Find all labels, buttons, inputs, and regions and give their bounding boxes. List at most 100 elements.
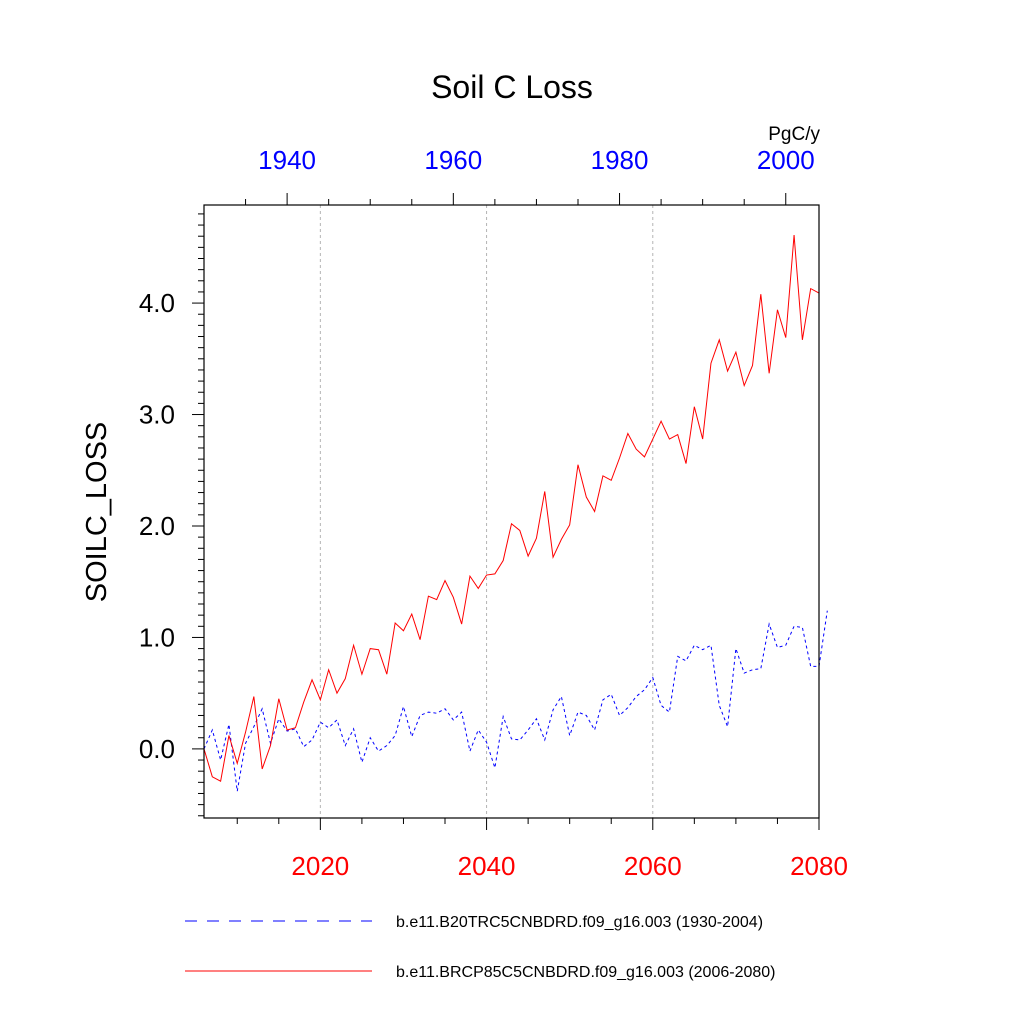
data-point-rcp85-2036: [453, 597, 454, 598]
data-point-rcp85-2072: [752, 365, 753, 366]
data-point-rcp85-2045: [528, 555, 529, 556]
data-point-rcp85-2041: [494, 573, 495, 574]
data-point-historical-1999: [777, 647, 778, 648]
data-point-rcp85-2062: [669, 438, 670, 439]
data-point-rcp85-2044: [519, 530, 520, 531]
y-tick-label: 0.0: [139, 734, 175, 764]
data-point-historical-1962: [469, 751, 470, 752]
data-point-historical-1979: [611, 694, 612, 695]
data-point-rcp85-2053: [594, 511, 595, 512]
data-point-historical-2002: [802, 627, 803, 628]
data-point-rcp85-2066: [702, 438, 703, 439]
data-point-historical-1961: [461, 712, 462, 713]
data-point-historical-1970: [536, 718, 537, 719]
data-point-rcp85-2078: [802, 339, 803, 340]
data-point-historical-1966: [503, 716, 504, 717]
y-tick-label: 3.0: [139, 400, 175, 430]
vertical-gridlines: [319, 205, 654, 818]
data-point-historical-1986: [669, 712, 670, 713]
data-point-historical-2000: [785, 645, 786, 646]
data-point-rcp85-2022: [336, 693, 337, 694]
data-point-historical-1952: [386, 745, 387, 746]
data-point-historical-1976: [586, 715, 587, 716]
data-point-rcp85-2043: [511, 523, 512, 524]
data-point-rcp85-2038: [469, 576, 470, 577]
data-point-historical-1996: [752, 669, 753, 670]
data-point-rcp85-2061: [660, 421, 661, 422]
data-point-historical-1934: [237, 791, 238, 792]
data-point-historical-1955: [411, 736, 412, 737]
data-point-rcp85-2015: [278, 698, 279, 699]
data-point-rcp85-2047: [544, 491, 545, 492]
legend: b.e11.B20TRC5CNBDRD.f09_g16.003 (1930-20…: [185, 914, 775, 981]
data-point-rcp85-2011: [245, 732, 246, 733]
data-point-rcp85-2037: [461, 623, 462, 624]
bottom-x-tick-label: 2080: [790, 851, 848, 881]
data-point-rcp85-2070: [735, 352, 736, 353]
data-point-historical-1943: [311, 739, 312, 740]
data-point-historical-1985: [660, 705, 661, 706]
top-x-tick-label: 1960: [424, 145, 482, 175]
data-point-historical-2003: [810, 666, 811, 667]
data-point-historical-1940: [287, 730, 288, 731]
data-point-historical-1956: [419, 715, 420, 716]
data-point-rcp85-2034: [436, 599, 437, 600]
data-point-rcp85-2033: [428, 596, 429, 597]
y-tick-label: 1.0: [139, 622, 175, 652]
data-point-rcp85-2030: [403, 630, 404, 631]
data-point-historical-1932: [220, 759, 221, 760]
data-point-historical-1949: [361, 762, 362, 763]
data-point-rcp85-2054: [602, 475, 603, 476]
data-point-rcp85-2029: [395, 622, 396, 623]
chart-title: Soil C Loss: [431, 69, 593, 105]
data-point-rcp85-2014: [270, 745, 271, 746]
data-point-historical-1998: [769, 623, 770, 624]
y-tick-label: 2.0: [139, 511, 175, 541]
data-point-historical-1993: [727, 726, 728, 727]
data-point-rcp85-2055: [611, 480, 612, 481]
data-point-historical-1984: [652, 677, 653, 678]
data-point-rcp85-2050: [569, 524, 570, 525]
data-point-historical-1969: [528, 729, 529, 730]
data-point-rcp85-2008: [220, 781, 221, 782]
data-point-historical-1959: [444, 708, 445, 709]
legend-label-historical: b.e11.B20TRC5CNBDRD.f09_g16.003 (1930-20…: [396, 914, 763, 931]
data-point-historical-1936: [253, 726, 254, 727]
data-point-historical-1946: [336, 719, 337, 720]
data-point-historical-1983: [644, 689, 645, 690]
bottom-x-tick-label: 2040: [458, 851, 516, 881]
data-point-rcp85-2057: [627, 433, 628, 434]
data-point-historical-1987: [677, 656, 678, 657]
data-point-historical-1935: [245, 743, 246, 744]
data-point-rcp85-2073: [760, 294, 761, 295]
data-point-rcp85-2059: [644, 456, 645, 457]
data-point-historical-1968: [519, 739, 520, 740]
data-point-historical-1941: [295, 728, 296, 729]
data-point-rcp85-2071: [744, 385, 745, 386]
data-point-rcp85-2021: [328, 669, 329, 670]
data-point-historical-1977: [594, 729, 595, 730]
data-point-historical-1982: [636, 696, 637, 697]
y-tick-labels: 0.0 1.0 2.0 3.0 4.0: [139, 288, 175, 764]
data-point-rcp85-2074: [769, 373, 770, 374]
data-point-rcp85-2032: [419, 639, 420, 640]
data-point-historical-1981: [627, 707, 628, 708]
data-point-historical-1990: [702, 649, 703, 650]
data-point-historical-1951: [378, 751, 379, 752]
series-lines: [203, 235, 828, 792]
bottom-x-tick-labels: 2020 2040 2060 2080: [291, 851, 847, 881]
data-point-historical-1948: [353, 728, 354, 729]
data-point-rcp85-2013: [262, 768, 263, 769]
data-point-historical-1947: [345, 745, 346, 746]
data-point-rcp85-2069: [727, 370, 728, 371]
data-point-historical-1933: [228, 724, 229, 725]
data-point-rcp85-2063: [677, 434, 678, 435]
data-point-historical-1997: [760, 668, 761, 669]
series-line-rcp85: [203, 235, 820, 782]
top-x-tick-label: 1940: [258, 145, 316, 175]
data-point-rcp85-2025: [361, 674, 362, 675]
data-point-historical-1942: [303, 746, 304, 747]
data-point-historical-1972: [552, 709, 553, 710]
data-point-historical-1958: [436, 713, 437, 714]
data-point-rcp85-2067: [710, 363, 711, 364]
